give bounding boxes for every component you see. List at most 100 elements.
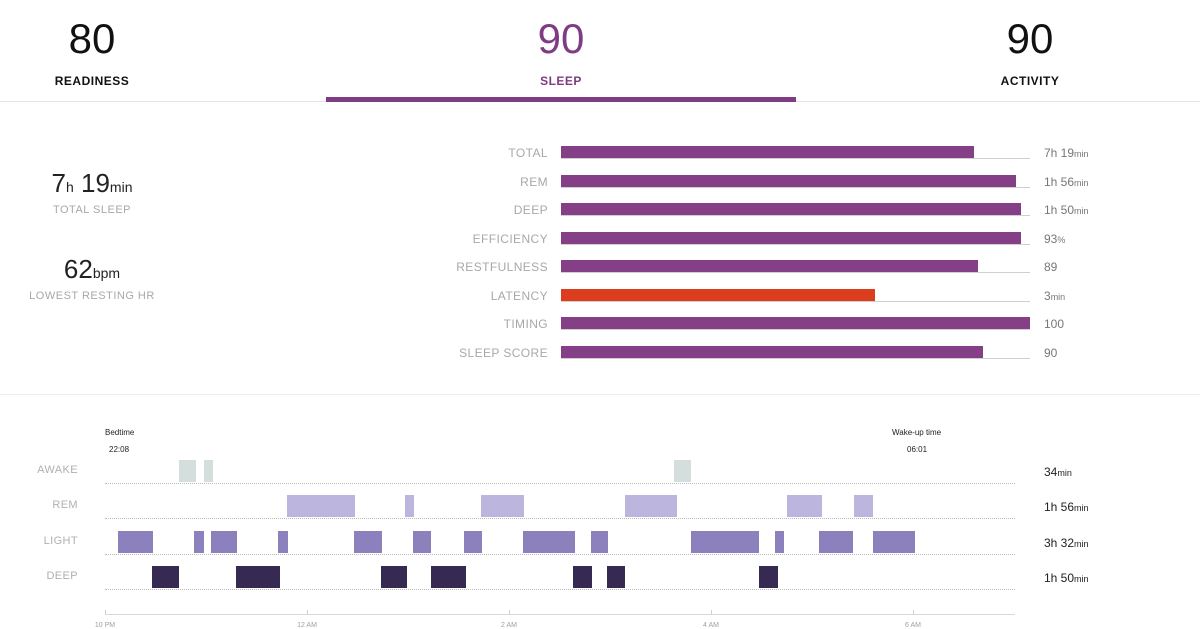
contributor-bar <box>561 146 974 158</box>
contributor-bar <box>561 346 983 358</box>
rem-segment <box>625 495 677 517</box>
contributor-track <box>561 244 1030 245</box>
stage-baseline-awake <box>105 483 1015 484</box>
stage-duration-awake: 34min <box>1044 465 1072 479</box>
lowest-hr-value: 62bpm <box>63 254 121 284</box>
axis-tick <box>105 610 106 614</box>
total-sleep-stat: 7h 19min TOTAL SLEEP <box>0 168 184 216</box>
light-segment <box>413 531 431 553</box>
deep-segment <box>607 566 625 588</box>
rem-segment <box>481 495 524 517</box>
contributor-row-efficiency[interactable]: EFFICIENCY 93% <box>0 231 1200 247</box>
awake-segment <box>204 460 213 482</box>
time-axis <box>105 614 1015 615</box>
axis-tick <box>711 610 712 614</box>
contributor-track <box>561 329 1030 330</box>
light-segment <box>591 531 608 553</box>
contributor-bar <box>561 232 1021 244</box>
readiness-score: 80 <box>68 15 116 62</box>
activity-score: 90 <box>1006 15 1054 62</box>
score-tabs: 80 READINESS 90 SLEEP 90 ACTIVITY <box>0 0 1200 102</box>
contributor-row-rem[interactable]: REM 1h 56min <box>0 174 1200 190</box>
contributor-bar <box>561 289 875 301</box>
stage-label-light: LIGHT <box>43 535 78 547</box>
contributor-bar <box>561 317 1030 329</box>
contributor-label: DEEP <box>513 203 548 217</box>
contributor-label: RESTFULNESS <box>456 260 548 274</box>
awake-segment <box>674 460 691 482</box>
contributor-bar <box>561 260 978 272</box>
rem-segment <box>405 495 414 517</box>
deep-segment <box>431 566 466 588</box>
contributor-track <box>561 301 1030 302</box>
bedtime-label: Bedtime <box>105 428 135 437</box>
contributor-row-restfulness[interactable]: RESTFULNESS 89 <box>0 259 1200 275</box>
deep-segment <box>759 566 778 588</box>
contributor-label: SLEEP SCORE <box>459 346 548 360</box>
sleep-label: SLEEP <box>540 74 582 88</box>
stage-duration-rem: 1h 56min <box>1044 500 1089 514</box>
light-segment <box>118 531 153 553</box>
rem-segment <box>854 495 873 517</box>
stage-label-awake: AWAKE <box>37 464 78 476</box>
light-segment <box>464 531 482 553</box>
contributor-track <box>561 358 1030 359</box>
contributor-track <box>561 187 1030 188</box>
tab-activity[interactable]: 90 ACTIVITY <box>880 0 1180 89</box>
tab-sleep[interactable]: 90 SLEEP <box>411 0 711 89</box>
contributor-label: EFFICIENCY <box>472 232 548 246</box>
contributor-track <box>561 158 1030 159</box>
light-segment <box>278 531 288 553</box>
axis-tick-label: 10 PM <box>94 622 116 629</box>
stage-label-rem: REM <box>52 499 78 511</box>
axis-tick-label: 12 AM <box>297 622 317 629</box>
contributor-row-deep[interactable]: DEEP 1h 50min <box>0 202 1200 218</box>
stage-duration-deep: 1h 50min <box>1044 571 1089 585</box>
contributor-value: 1h 56min <box>1044 175 1089 189</box>
contributor-label: LATENCY <box>490 289 548 303</box>
contributor-row-total[interactable]: TOTAL 7h 19min <box>0 145 1200 161</box>
contributor-value: 7h 19min <box>1044 146 1089 160</box>
axis-tick <box>307 610 308 614</box>
total-sleep-label: TOTAL SLEEP <box>52 204 132 216</box>
deep-segment <box>381 566 407 588</box>
contributor-row-sleep-score[interactable]: SLEEP SCORE 90 <box>0 345 1200 361</box>
total-sleep-value: 7h 19min <box>51 168 133 198</box>
light-segment <box>819 531 853 553</box>
light-segment <box>775 531 784 553</box>
deep-segment <box>152 566 179 588</box>
light-segment <box>354 531 382 553</box>
rem-segment <box>787 495 822 517</box>
contributor-track <box>561 215 1030 216</box>
contributor-row-latency[interactable]: LATENCY 3min <box>0 288 1200 304</box>
contributor-value: 93% <box>1044 232 1066 246</box>
axis-tick-label: 2 AM <box>501 622 517 629</box>
tab-readiness[interactable]: 80 READINESS <box>0 0 242 89</box>
axis-tick <box>913 610 914 614</box>
contributor-row-timing[interactable]: TIMING 100 <box>0 316 1200 332</box>
sleep-score: 90 <box>537 15 585 62</box>
lowest-hr-stat: 62bpm LOWEST RESTING HR <box>0 254 184 302</box>
deep-segment <box>573 566 592 588</box>
lowest-hr-label: LOWEST RESTING HR <box>29 290 155 302</box>
contributor-track <box>561 272 1030 273</box>
axis-tick-label: 6 AM <box>905 622 921 629</box>
wakeup-value: 06:01 <box>907 445 928 454</box>
wakeup-label: Wake-up time <box>892 428 942 437</box>
contributor-value: 90 <box>1044 346 1058 360</box>
stage-duration-light: 3h 32min <box>1044 536 1089 550</box>
light-segment <box>211 531 237 553</box>
active-tab-indicator <box>326 97 796 102</box>
light-segment <box>873 531 915 553</box>
stage-baseline-rem <box>105 518 1015 519</box>
light-segment <box>194 531 204 553</box>
awake-segment <box>179 460 196 482</box>
contributor-bar <box>561 203 1021 215</box>
stage-baseline-deep <box>105 589 1015 590</box>
activity-label: ACTIVITY <box>1000 74 1060 88</box>
contributor-value: 100 <box>1044 317 1065 331</box>
contributor-label: TOTAL <box>508 146 548 160</box>
light-segment <box>523 531 575 553</box>
deep-segment <box>236 566 280 588</box>
bedtime-value: 22:08 <box>109 445 130 454</box>
